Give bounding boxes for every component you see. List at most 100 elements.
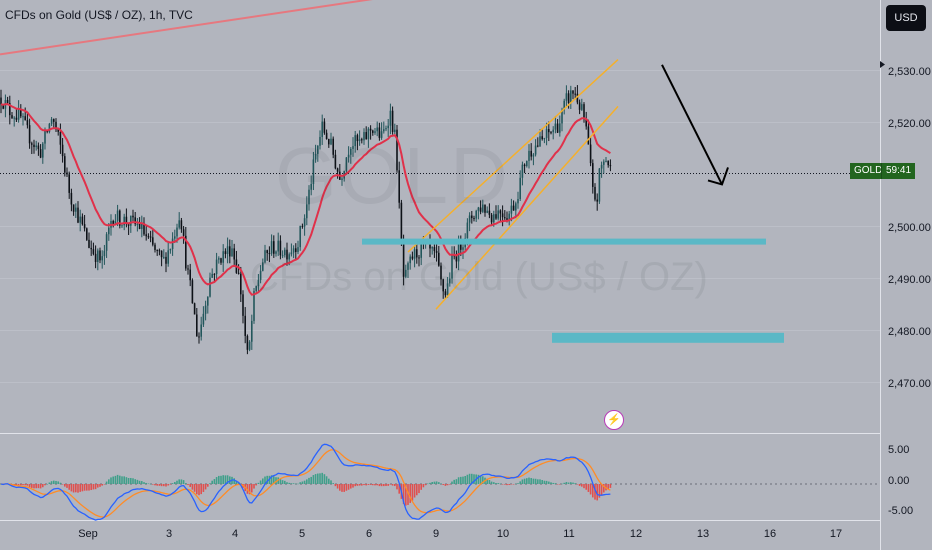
candle-body [101,256,103,261]
candle-body [519,177,521,200]
macd-histogram-bar [328,478,330,484]
macd-histogram-bar [48,482,51,484]
candle-body [213,273,216,275]
candle-body [138,223,141,229]
macd-histogram-bar [493,482,495,484]
candle-body [409,256,411,264]
macd-histogram-bar [594,484,596,500]
candle-body [312,159,315,185]
macd-histogram-bar [226,475,229,484]
candle-body [468,215,471,223]
candle-body [361,139,363,141]
macd-histogram-bar [578,484,581,486]
candle-body [554,123,557,130]
candle-body [204,305,207,314]
price-tick: 2,480.00 [888,326,931,338]
time-tick: 11 [563,528,575,540]
macd-histogram-bar [552,482,554,484]
candle-body [178,220,180,228]
candle-body [174,236,176,239]
candle-body [191,280,194,304]
candle-body [484,204,486,213]
macd-histogram-bar [416,484,418,496]
macd-histogram-bar [158,484,161,486]
macd-histogram-bar [341,484,343,492]
candle-body [369,128,372,131]
macd-histogram-bar [391,484,394,486]
macd-histogram-bar [435,481,438,484]
time-tick: 4 [231,528,239,540]
candle-body [328,138,330,145]
candle-body [224,251,227,255]
macd-histogram-bar [407,484,409,505]
candle-body [182,229,185,236]
candle-body [105,234,108,251]
macd-histogram-bar [152,484,154,485]
macd-histogram-bar [233,478,235,484]
macd-histogram-bar [473,474,475,484]
macd-histogram-bar [380,484,383,487]
candle-body [358,139,361,142]
candle-body [215,259,218,274]
macd-histogram-bar [297,483,299,485]
price-tick: 2,520.00 [888,118,931,130]
macd-histogram-bar [251,484,253,493]
macd-histogram-bar [453,479,455,484]
candle-body [160,250,163,258]
candle-body [123,216,125,226]
macd-histogram-bar [506,484,508,486]
macd-histogram-bar [499,483,502,484]
macd-histogram-bar [132,478,134,484]
candle-body [508,213,510,222]
candle-body [33,144,35,148]
macd-histogram-bar [541,480,543,484]
candle-body [440,265,442,280]
macd-histogram-bar [574,483,576,484]
candle-body [68,174,70,193]
candle-body [352,146,354,149]
candle-body [103,250,106,257]
macd-histogram-bar [257,482,260,484]
macd-histogram-bar [187,484,189,486]
candle-body [17,108,20,120]
macd-histogram-bar [321,472,323,484]
drawings[interactable] [0,0,784,343]
candle-body [200,324,202,337]
macd-histogram-bar [22,484,24,486]
macd-histogram-bar [235,480,238,484]
candle-body [127,224,130,226]
candle-body [79,216,81,223]
candle-body [220,258,222,263]
candle-body [548,129,550,133]
macd-histogram-bar [554,483,557,484]
candle-body [6,100,9,104]
moving-average-line [0,103,611,296]
candle-body [482,204,484,212]
currency-button[interactable]: USD [886,5,926,31]
candle-body [119,210,121,226]
candle-body [567,93,570,103]
macd-histogram-bar [420,484,422,490]
candle-body [444,291,447,296]
candle-body [306,204,308,219]
candle-body [231,248,233,257]
candle-body [154,244,156,250]
macd-histogram-bar [482,476,484,484]
candle-body [141,223,143,229]
macd-histogram-bar [189,484,191,487]
candle-body [528,150,530,161]
candle-body [310,184,312,190]
macd-histogram-bar [455,479,458,484]
macd-histogram-bar [438,482,440,484]
candle-body [545,129,548,138]
candle-body [90,247,92,250]
lightning-icon[interactable]: ⚡ [604,410,624,430]
candle-body [497,210,499,219]
macd-histogram-bar [125,477,128,484]
candle-body [383,129,385,132]
macd-histogram-bar [490,481,493,484]
macd-histogram-bar [543,480,546,484]
macd-histogram-bar [405,484,407,506]
candle-body [405,269,407,277]
